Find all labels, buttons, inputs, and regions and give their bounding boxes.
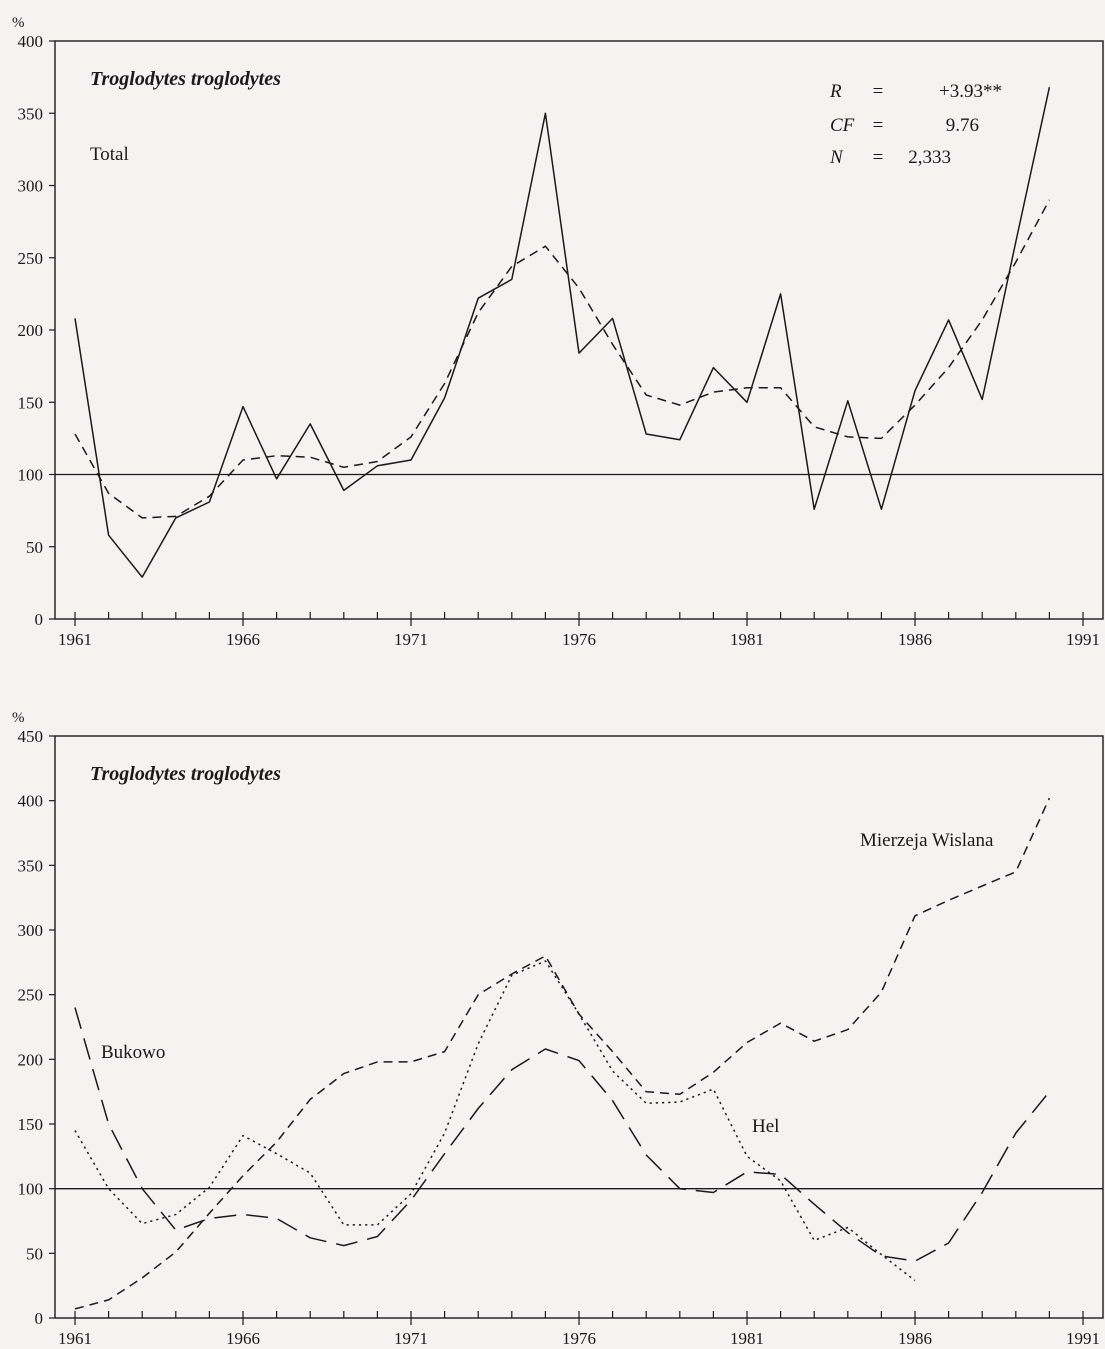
stat-value-n: 2,333 xyxy=(908,147,951,168)
stat-label: CF xyxy=(830,115,855,136)
x-tick-label: 1991 xyxy=(1066,630,1100,649)
chart-panel-total: % 0 50 100 150 200 250 300 350 400 1961 1966 1971 197… xyxy=(12,15,1104,649)
y-tick-label: 450 xyxy=(18,727,44,746)
x-tick-label: 1991 xyxy=(1066,1329,1100,1348)
x-tick-label: 1976 xyxy=(562,630,596,649)
y-tick-label: 300 xyxy=(18,921,44,940)
stat-label: R xyxy=(829,81,842,102)
x-tick-label: 1986 xyxy=(898,1329,932,1348)
x-tick-label: 1966 xyxy=(226,1329,260,1348)
x-tick-label: 1976 xyxy=(562,1329,596,1348)
stat-equals: = xyxy=(873,115,884,136)
y-axis-label: % xyxy=(12,15,25,31)
chart-title: Troglodytes troglodytes xyxy=(90,763,281,785)
chart-title: Troglodytes troglodytes xyxy=(90,68,281,90)
y-tick-label: 150 xyxy=(18,393,44,412)
stat-equals: = xyxy=(873,81,884,102)
x-tick-label: 1981 xyxy=(730,630,764,649)
series-line-solid xyxy=(74,87,1051,578)
y-tick-label: 300 xyxy=(18,177,44,196)
y-tick-label: 400 xyxy=(18,32,44,51)
x-tick-label: 1971 xyxy=(394,1329,428,1348)
chart-panel-regions: % 0 50 100 150 200 250 300 350 400 450 1961 1966 1971… xyxy=(12,710,1104,1348)
y-tick-label: 200 xyxy=(18,321,44,340)
y-tick-label: 50 xyxy=(26,538,43,557)
y-tick-label: 400 xyxy=(18,792,44,811)
y-tick-label: 100 xyxy=(18,1180,44,1199)
stat-value-r: +3.93** xyxy=(939,81,1002,102)
x-tick-label: 1971 xyxy=(394,630,428,649)
chart-subtitle: Total xyxy=(90,144,129,165)
x-tick-label: 1986 xyxy=(898,630,932,649)
series-line-hel xyxy=(74,960,916,1282)
series-label-bukowo: Bukowo xyxy=(101,1042,165,1063)
series-line-dashed xyxy=(74,199,1051,519)
y-tick-label: 350 xyxy=(18,104,44,123)
x-tick-label: 1961 xyxy=(58,1329,92,1348)
series-line-mierzeja-wislana xyxy=(74,797,1051,1310)
series-label-hel: Hel xyxy=(752,1116,779,1137)
y-tick-label: 350 xyxy=(18,856,44,875)
y-tick-label: 200 xyxy=(18,1050,44,1069)
stat-label: N xyxy=(829,147,844,168)
series-line-bukowo xyxy=(74,1007,1050,1262)
stat-value-cf: 9.76 xyxy=(946,115,979,136)
plot-frame xyxy=(54,735,1104,1319)
stat-equals: = xyxy=(873,147,884,168)
series-label-mierzeja-wislana: Mierzeja Wislana xyxy=(860,830,994,851)
y-tick-label: 250 xyxy=(18,249,44,268)
y-tick-label: 0 xyxy=(35,1309,44,1328)
y-tick-label: 150 xyxy=(18,1115,44,1134)
x-tick-label: 1961 xyxy=(58,630,92,649)
y-axis-label: % xyxy=(12,710,25,726)
x-tick-label: 1981 xyxy=(730,1329,764,1348)
x-tick-label: 1966 xyxy=(226,630,260,649)
y-tick-label: 250 xyxy=(18,986,44,1005)
y-tick-label: 100 xyxy=(18,466,44,485)
y-tick-label: 0 xyxy=(35,610,44,629)
y-tick-label: 50 xyxy=(26,1244,43,1263)
